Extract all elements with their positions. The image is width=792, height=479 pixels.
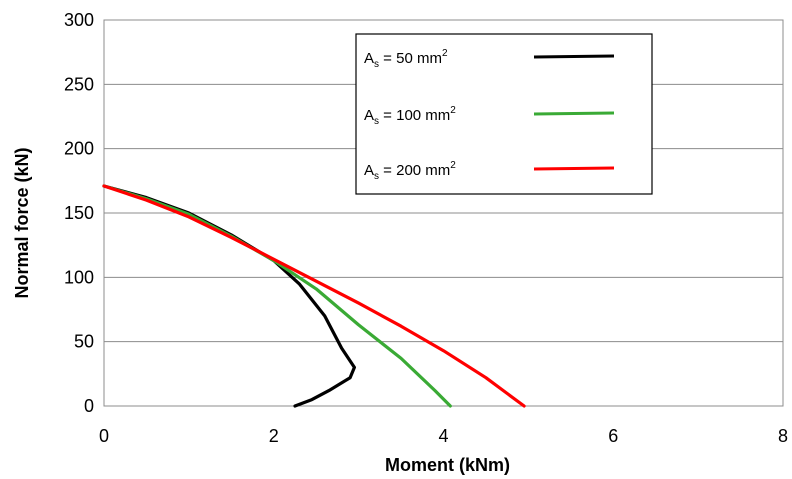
y-tick-label: 0 xyxy=(84,396,94,416)
series-lines xyxy=(102,184,526,408)
x-tick-label: 0 xyxy=(99,426,109,446)
plot-area-border xyxy=(103,19,784,407)
x-tick-label: 8 xyxy=(778,426,788,446)
series-line-3 xyxy=(102,184,526,408)
y-tick-label: 100 xyxy=(64,267,94,287)
legend-swatch-1 xyxy=(533,54,615,59)
y-tick-label: 50 xyxy=(74,332,94,352)
y-axis-title: Normal force (kN) xyxy=(12,147,32,298)
y-tick-label: 300 xyxy=(64,10,94,30)
legend-label-1: As = 50 mm2 xyxy=(364,48,448,70)
x-axis-title: Moment (kNm) xyxy=(385,455,510,475)
series-line-1 xyxy=(102,184,356,408)
legend: As = 50 mm2 As = 100 mm2 As = 200 mm2 xyxy=(355,33,653,195)
y-tick-label: 200 xyxy=(64,139,94,159)
legend-label-2: As = 100 mm2 xyxy=(364,105,456,127)
y-tick-label: 250 xyxy=(64,74,94,94)
axes xyxy=(103,19,784,407)
legend-label-3: As = 200 mm2 xyxy=(364,160,456,182)
legend-swatch-2 xyxy=(533,111,615,116)
x-tick-label: 4 xyxy=(438,426,448,446)
series-line-2 xyxy=(102,184,452,408)
x-tick-label: 6 xyxy=(608,426,618,446)
tick-labels: 0 50 100 150 200 250 300 0 2 4 6 8 xyxy=(64,10,788,446)
y-tick-label: 150 xyxy=(64,203,94,223)
legend-swatch-3 xyxy=(533,166,615,171)
x-tick-label: 2 xyxy=(269,426,279,446)
